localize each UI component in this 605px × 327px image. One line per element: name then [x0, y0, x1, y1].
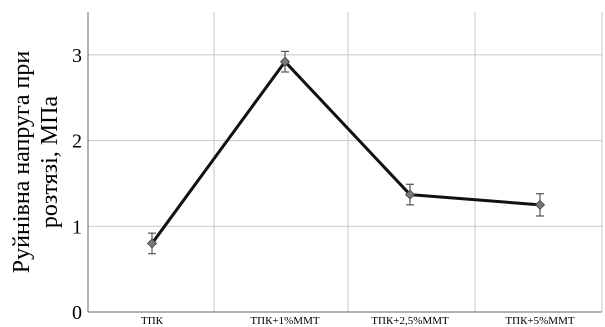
y-tick-labels: 0 1 2 3	[72, 45, 82, 324]
x-tick-label-3: ТПК+5%ММТ	[505, 315, 574, 327]
grid	[88, 12, 603, 312]
axes	[87, 12, 602, 313]
data-point-0	[146, 238, 158, 249]
y-tick-label-2: 2	[72, 131, 82, 153]
series-line-0	[150, 60, 541, 245]
y-axis-label-line-1: Руйнівна напруга при	[9, 51, 35, 274]
data-point-2	[404, 189, 416, 200]
x-tick-labels: ТПК ТПК+1%ММТ ТПК+2,5%ММТ ТПК+5%ММТ	[141, 315, 575, 327]
y-axis-label-line-2: розтязі, МПа	[37, 96, 63, 229]
y-tick-label-1: 1	[72, 216, 82, 238]
x-tick-label-1: ТПК+1%ММТ	[250, 315, 319, 327]
data-point-3	[534, 199, 546, 210]
x-tick-label-0: ТПК	[141, 315, 164, 327]
y-tick-label-3: 3	[72, 45, 82, 67]
data-point-1	[279, 56, 291, 67]
series	[146, 50, 546, 255]
x-tick-label-2: ТПК+2,5%ММТ	[371, 315, 449, 327]
y-tick-label-0: 0	[72, 302, 82, 324]
